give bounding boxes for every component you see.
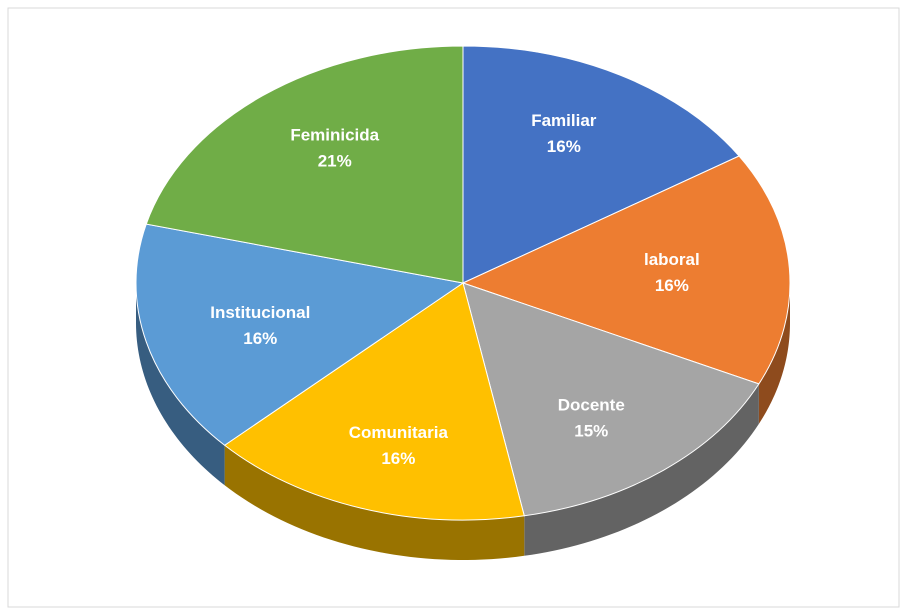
slice-label: laboral <box>644 250 700 269</box>
slice-value-label: 16% <box>547 137 581 156</box>
slice <box>462 282 760 517</box>
slice-value-label: 15% <box>574 421 608 440</box>
slice-side <box>224 445 525 560</box>
slice-value-label: 16% <box>655 276 689 295</box>
slice-label: Institucional <box>210 303 310 322</box>
slice-side <box>136 283 225 486</box>
slice-value-label: 16% <box>243 329 277 348</box>
slice <box>461 155 791 385</box>
slice <box>462 45 740 284</box>
slice-value-label: 21% <box>318 152 352 171</box>
slice-side <box>758 283 790 424</box>
slice-label: Feminicida <box>290 126 379 145</box>
slice <box>223 282 525 521</box>
slice-side <box>524 383 759 556</box>
slice-label: Familiar <box>531 111 597 130</box>
slice <box>145 45 464 284</box>
slice-value-label: 16% <box>381 449 415 468</box>
slice <box>135 223 465 446</box>
slice-label: Docente <box>558 395 625 414</box>
slice-label: Comunitaria <box>349 423 449 442</box>
